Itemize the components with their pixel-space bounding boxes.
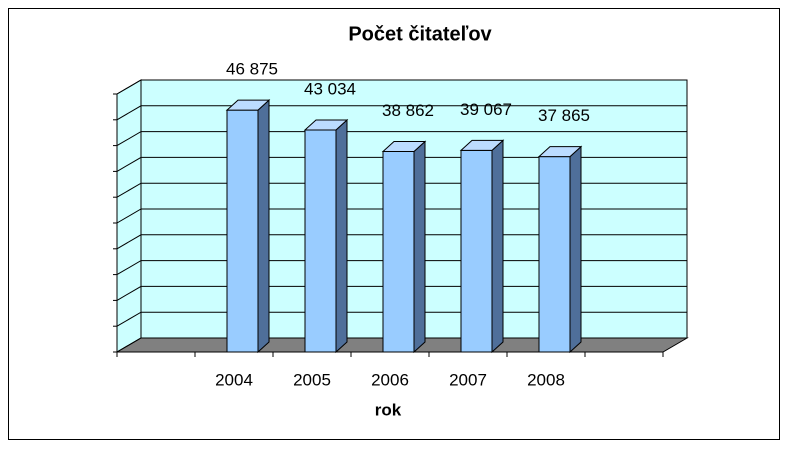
- bar-top: [537, 146, 583, 158]
- bar-side: [491, 139, 504, 354]
- grid-line: [116, 208, 687, 224]
- bar-side: [413, 140, 426, 354]
- x-tick-label: 2008: [527, 370, 565, 389]
- data-label: 37 865: [538, 106, 590, 125]
- data-label: 43 034: [304, 79, 356, 98]
- bar: [381, 140, 427, 354]
- data-label: 46 875: [226, 60, 278, 79]
- bar-side: [569, 145, 582, 354]
- x-tick-label: 2006: [371, 370, 409, 389]
- grid-line: [116, 337, 687, 353]
- grid-line: [116, 79, 687, 95]
- bar-top: [459, 139, 505, 151]
- bar-front: [460, 149, 493, 353]
- bar: [537, 145, 583, 354]
- bar-top: [381, 140, 427, 152]
- grid-line: [116, 182, 687, 198]
- data-label: 39 067: [460, 100, 512, 119]
- grid-line: [116, 105, 687, 121]
- bar: [459, 139, 505, 354]
- chart-title: Počet čitateľov: [348, 23, 492, 45]
- grid-line: [116, 285, 687, 301]
- x-tick-label: 2004: [215, 370, 253, 389]
- bar-top: [225, 99, 271, 111]
- bar: [303, 118, 349, 354]
- bar-top: [303, 119, 349, 131]
- bar-side: [335, 118, 348, 354]
- x-tick-label: 2005: [293, 370, 331, 389]
- data-label: 38 862: [382, 101, 434, 120]
- bar-front: [538, 156, 571, 353]
- grid-line: [116, 131, 687, 147]
- bar-front: [226, 109, 259, 353]
- bar-front: [304, 129, 337, 353]
- x-tick-label: 2007: [449, 370, 487, 389]
- grid-line: [116, 156, 687, 172]
- bar-front: [382, 150, 415, 353]
- bar-side: [257, 98, 270, 354]
- bar: [225, 98, 271, 354]
- grid-line: [116, 234, 687, 250]
- grid-line: [116, 260, 687, 276]
- x-axis-title: rok: [375, 400, 402, 419]
- grid-line: [116, 311, 687, 327]
